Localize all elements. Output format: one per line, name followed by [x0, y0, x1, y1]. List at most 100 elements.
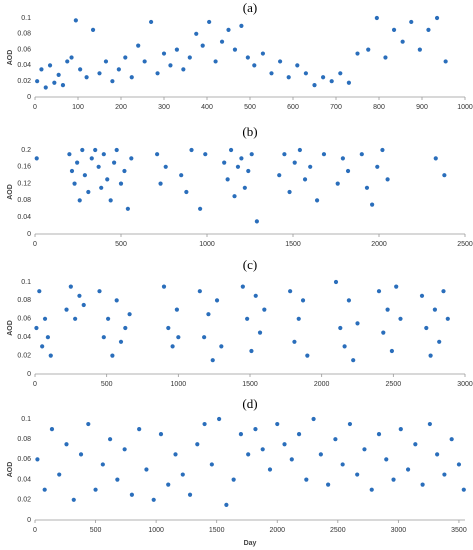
point — [240, 284, 245, 289]
point — [45, 335, 51, 340]
point — [78, 452, 84, 457]
point — [170, 344, 175, 349]
point — [277, 173, 282, 178]
point — [107, 437, 113, 442]
point — [207, 19, 212, 25]
y-tick-label: 0.08 — [17, 31, 31, 38]
point — [68, 284, 73, 289]
point — [125, 206, 130, 211]
point — [375, 164, 380, 169]
point — [409, 19, 414, 25]
point — [166, 482, 171, 487]
point — [253, 293, 258, 298]
point — [114, 147, 119, 153]
point — [292, 160, 297, 165]
point — [262, 307, 267, 312]
point — [71, 497, 76, 502]
point — [110, 353, 115, 358]
point — [433, 156, 438, 161]
point — [99, 185, 104, 190]
y-tick-label: 0.04 — [17, 214, 31, 221]
point — [224, 502, 229, 507]
point — [282, 152, 287, 157]
x-tick-label: 500 — [101, 381, 113, 388]
point — [376, 432, 382, 437]
point — [302, 177, 308, 182]
panel-title: (d) — [242, 396, 257, 411]
y-tick-label: 0.1 — [21, 279, 31, 286]
point — [105, 177, 110, 182]
point — [93, 147, 98, 153]
point — [362, 447, 367, 452]
point — [187, 55, 192, 60]
point — [359, 152, 364, 157]
point — [181, 67, 186, 72]
point — [346, 80, 351, 85]
point — [155, 152, 160, 157]
point — [389, 348, 394, 354]
point — [245, 55, 250, 60]
point — [347, 421, 353, 427]
point — [101, 152, 106, 157]
point — [326, 482, 331, 487]
point — [254, 219, 259, 224]
point — [209, 462, 214, 467]
point — [39, 67, 44, 72]
x-tick-label: 2000 — [269, 527, 285, 534]
point — [311, 416, 316, 422]
point — [219, 344, 224, 349]
point — [400, 39, 405, 44]
point — [100, 462, 105, 467]
point — [239, 156, 244, 161]
x-tick-label: 600 — [287, 104, 299, 111]
point — [161, 51, 167, 56]
point — [203, 152, 208, 157]
point — [282, 442, 287, 447]
point — [287, 189, 292, 195]
point — [106, 316, 111, 321]
point — [129, 156, 134, 161]
x-tick-label: 0 — [33, 104, 37, 111]
point — [383, 55, 388, 60]
point — [345, 168, 351, 174]
point — [35, 79, 40, 84]
point — [333, 279, 339, 285]
point — [80, 147, 85, 153]
point — [413, 442, 418, 447]
point — [252, 63, 257, 68]
point — [101, 335, 106, 340]
point — [366, 47, 371, 52]
point — [213, 59, 218, 64]
point — [180, 472, 185, 477]
point — [52, 80, 57, 85]
point — [394, 284, 399, 289]
point — [304, 477, 309, 482]
point — [308, 164, 313, 169]
point — [158, 432, 164, 437]
x-tick-label: 1500 — [285, 241, 301, 248]
y-tick-label: 0.04 — [17, 476, 31, 483]
point — [214, 298, 220, 303]
point — [73, 18, 78, 23]
point — [217, 416, 222, 422]
y-tick-label: 0.02 — [17, 78, 31, 85]
x-tick-label: 1500 — [242, 381, 258, 388]
x-tick-label: 400 — [201, 104, 213, 111]
point — [434, 15, 440, 21]
point — [35, 457, 40, 462]
point — [123, 55, 128, 60]
point — [314, 198, 320, 203]
x-tick-label: 3500 — [451, 527, 467, 534]
point — [43, 85, 48, 90]
x-tick-label: 1000 — [171, 381, 187, 388]
point — [355, 472, 360, 477]
point — [110, 79, 115, 84]
point — [420, 482, 425, 487]
point — [77, 198, 82, 203]
y-tick-label: 0.02 — [17, 352, 31, 359]
y-tick-label: 0.06 — [17, 456, 31, 463]
point — [198, 206, 203, 211]
point — [34, 325, 39, 331]
point — [73, 316, 78, 321]
point — [260, 51, 265, 56]
